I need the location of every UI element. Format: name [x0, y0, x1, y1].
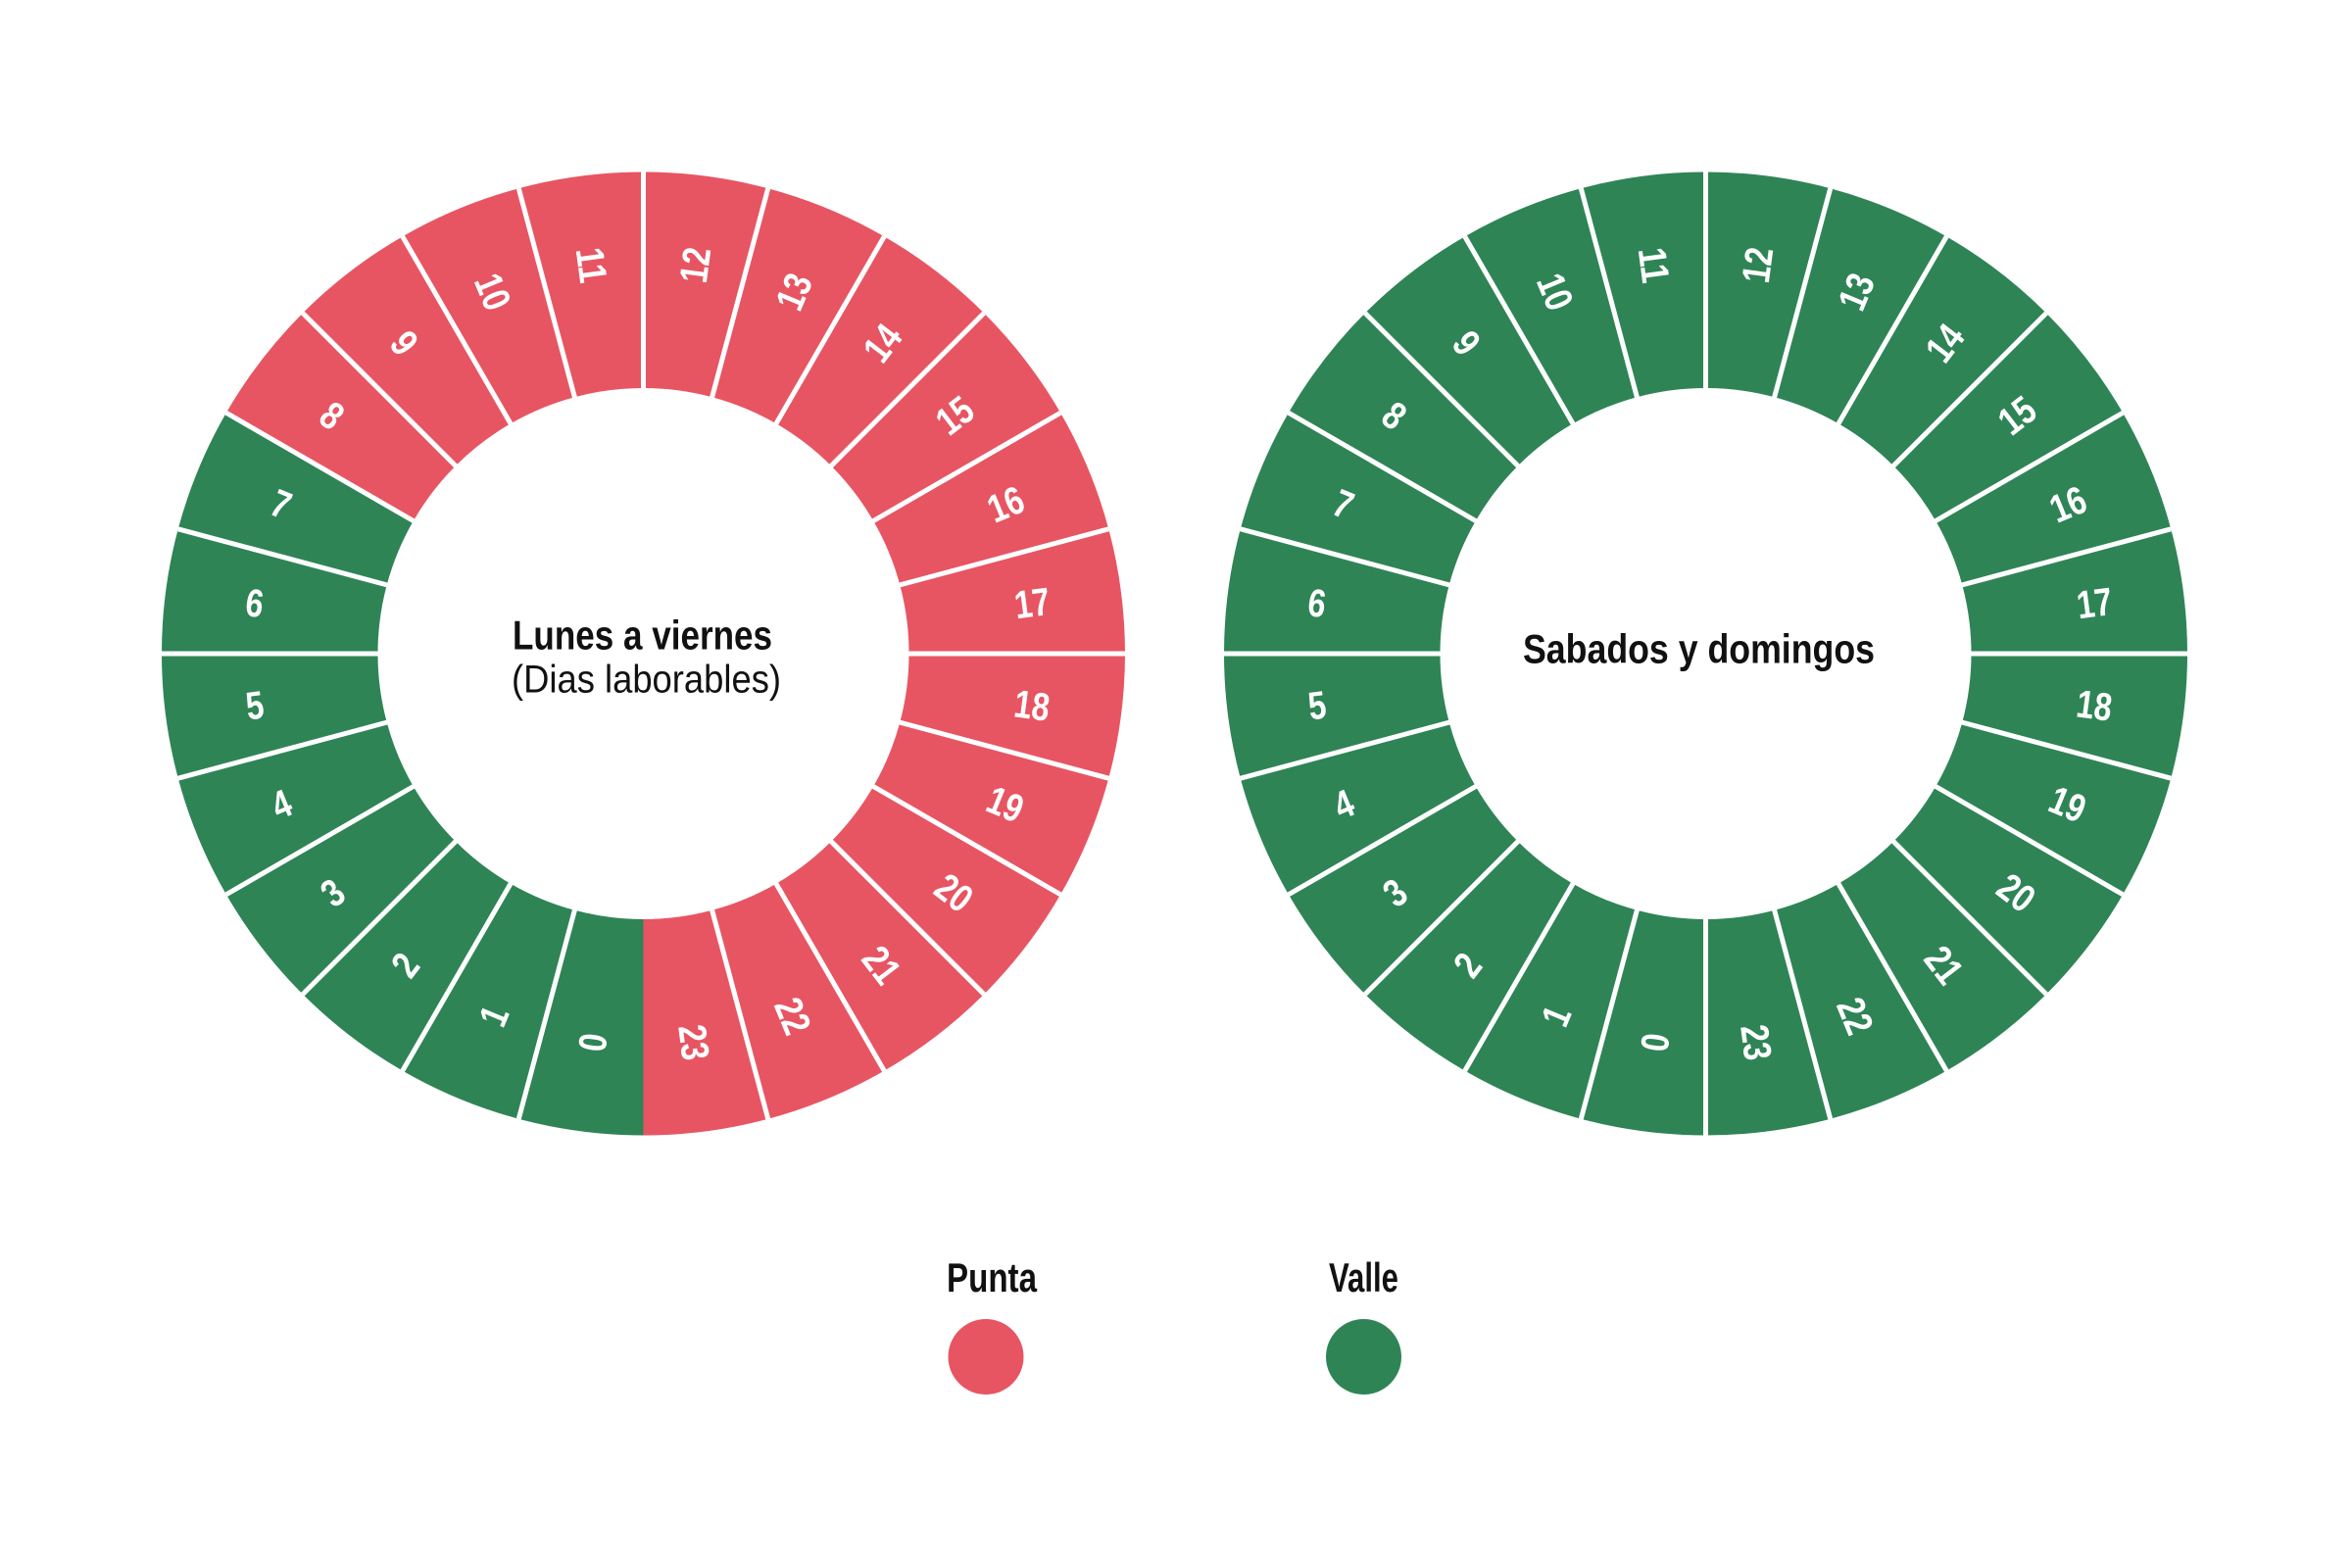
- svg-text:Sabados y domingos: Sabados y domingos: [1523, 626, 1875, 672]
- svg-text:5: 5: [1305, 684, 1329, 729]
- svg-text:11: 11: [567, 245, 614, 285]
- svg-text:23: 23: [1732, 1022, 1779, 1062]
- svg-text:18: 18: [1011, 682, 1052, 729]
- svg-text:17: 17: [2075, 580, 2115, 627]
- svg-text:Lunes a viernes: Lunes a viernes: [513, 612, 772, 659]
- svg-text:0: 0: [571, 1031, 616, 1054]
- svg-text:18: 18: [2074, 682, 2114, 729]
- svg-text:6: 6: [243, 581, 267, 626]
- svg-text:Punta: Punta: [947, 1254, 1038, 1300]
- svg-text:Valle: Valle: [1329, 1254, 1398, 1300]
- svg-text:(Dias laborables): (Dias laborables): [512, 659, 781, 702]
- svg-text:17: 17: [1012, 580, 1053, 627]
- svg-text:6: 6: [1305, 581, 1329, 626]
- svg-text:12: 12: [672, 245, 719, 285]
- svg-text:23: 23: [669, 1022, 716, 1062]
- svg-text:5: 5: [243, 684, 267, 729]
- svg-text:11: 11: [1630, 245, 1677, 285]
- svg-text:0: 0: [1634, 1031, 1679, 1054]
- svg-text:12: 12: [1735, 245, 1782, 285]
